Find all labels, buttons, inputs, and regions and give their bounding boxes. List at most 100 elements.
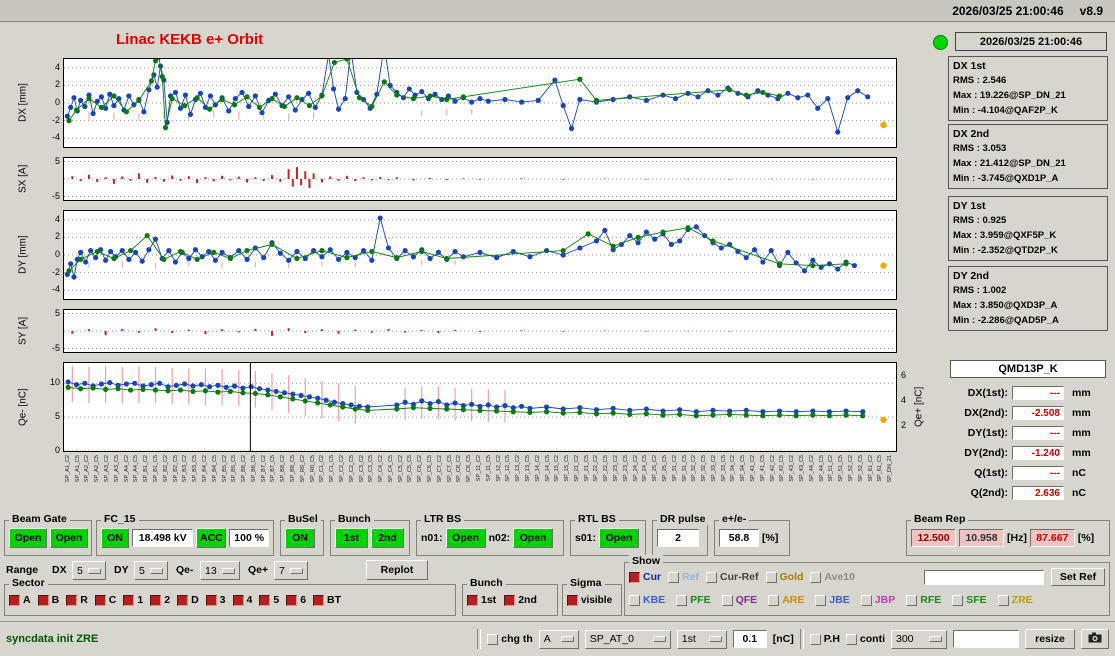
checkbox[interactable]	[286, 594, 298, 606]
checkbox[interactable]	[259, 594, 271, 606]
y-tick-label: 0	[54, 97, 60, 107]
bunch-2nd-button[interactable]: 2nd	[371, 528, 404, 548]
checkbox[interactable]	[906, 594, 918, 606]
checkbox[interactable]	[810, 571, 822, 583]
resize-button[interactable]: resize	[1025, 629, 1075, 649]
qe-plot	[63, 362, 897, 452]
conti-toggle[interactable]: conti	[845, 633, 885, 645]
checkbox[interactable]	[860, 594, 872, 606]
show-toggle-qfe[interactable]: QFE	[721, 594, 757, 606]
show-toggle-ave10[interactable]: Ave10	[810, 571, 855, 583]
label: B	[51, 594, 60, 606]
checkbox[interactable]	[232, 594, 244, 606]
show-toggle-cur-ref[interactable]: Cur-Ref	[706, 571, 759, 583]
checkbox[interactable]	[765, 571, 777, 583]
menu-indicator-icon	[652, 636, 666, 642]
checkbox[interactable]	[177, 594, 189, 606]
ref-file-input[interactable]	[924, 569, 1044, 585]
sector-toggle-b[interactable]: B	[37, 594, 60, 606]
checkbox[interactable]	[504, 594, 516, 606]
range-qe-minus-select[interactable]: 13	[200, 561, 240, 580]
show-toggle-are[interactable]: ARE	[768, 594, 804, 606]
sector-toggle-2[interactable]: 2	[150, 594, 170, 606]
range-qe-plus-select[interactable]: 7	[274, 561, 308, 580]
checkbox[interactable]	[997, 594, 1009, 606]
checkbox[interactable]	[668, 571, 680, 583]
range-dx-select[interactable]: 5	[72, 561, 106, 580]
checkbox[interactable]	[706, 571, 718, 583]
spare-field[interactable]	[953, 630, 1019, 648]
checkbox[interactable]	[66, 594, 78, 606]
monitor-select[interactable]: SP_AT_0	[584, 629, 671, 649]
bunch-toggle-2nd[interactable]: 2nd	[504, 594, 537, 606]
show-toggle-jbe[interactable]: JBE	[815, 594, 850, 606]
ph-checkbox[interactable]	[809, 633, 821, 645]
show-toggle-ref[interactable]: Ref	[668, 571, 699, 583]
show-toggle-jbp[interactable]: JBP	[860, 594, 895, 606]
ltr-n01-open-button[interactable]: Open	[445, 528, 486, 548]
dr-pulse-field[interactable]: 2	[657, 529, 699, 547]
sigma-visible-checkbox[interactable]	[567, 594, 578, 606]
checkbox[interactable]	[768, 594, 780, 606]
checkbox[interactable]	[815, 594, 827, 606]
monitor-name-label: SP_B7_C2	[260, 455, 267, 483]
sector-toggle-c[interactable]: C	[94, 594, 116, 606]
sector-toggle-5[interactable]: 5	[259, 594, 279, 606]
interval-select[interactable]: 300	[891, 629, 947, 649]
range-dy-select[interactable]: 5	[134, 561, 168, 580]
show-toggle-rfe[interactable]: RFE	[906, 594, 941, 606]
checkbox[interactable]	[313, 594, 325, 606]
bunch-mode-select[interactable]: A	[538, 629, 579, 649]
replot-button[interactable]: Replot	[366, 560, 428, 580]
fc15-on-button[interactable]: ON	[101, 528, 129, 548]
rtl-s01-open-button[interactable]: Open	[599, 528, 640, 548]
show-toggle-pfe[interactable]: PFE	[676, 594, 711, 606]
threshold-field[interactable]: 0.1	[732, 630, 767, 648]
sector-toggle-r[interactable]: R	[66, 594, 88, 606]
ltr-n02-open-button[interactable]: Open	[513, 528, 554, 548]
fc15-acc-button[interactable]: ACC	[196, 528, 227, 548]
set-ref-button[interactable]: Set Ref	[1051, 568, 1105, 586]
checkbox[interactable]	[721, 594, 733, 606]
checkbox[interactable]	[205, 594, 217, 606]
checkbox[interactable]	[629, 594, 640, 606]
checkbox[interactable]	[676, 594, 688, 606]
checkbox[interactable]	[37, 594, 49, 606]
monitor-name[interactable]: QMD13P_K	[950, 360, 1106, 378]
chg-th-checkbox[interactable]	[487, 633, 499, 645]
checkbox[interactable]	[94, 594, 106, 606]
rtl-bs-label: RTL BS	[575, 513, 619, 525]
checkbox[interactable]	[952, 594, 964, 606]
sector-toggle-d[interactable]: D	[177, 594, 199, 606]
monitor-name-label: SP_11_C2	[476, 455, 482, 482]
show-toggle-kbe[interactable]: KBE	[629, 594, 665, 606]
busel-on-button[interactable]: ON	[285, 528, 315, 548]
checkbox[interactable]	[9, 594, 20, 606]
bunch-1st-button[interactable]: 1st	[335, 528, 368, 548]
snapshot-button[interactable]	[1081, 629, 1109, 649]
sector-toggle-6[interactable]: 6	[286, 594, 306, 606]
sector-toggle-4[interactable]: 4	[232, 594, 252, 606]
chg-th-toggle[interactable]: chg th	[487, 633, 533, 645]
bunch-order-select[interactable]: 1st	[676, 629, 727, 649]
conti-checkbox[interactable]	[845, 633, 857, 645]
sector-toggle-bt[interactable]: BT	[313, 594, 341, 606]
ph-toggle[interactable]: P.H	[809, 633, 840, 645]
monitor-row-label: DX(2nd):	[964, 407, 1008, 419]
checkbox[interactable]	[123, 594, 135, 606]
beam-gate-open-button-2[interactable]: Open	[50, 528, 88, 548]
show-toggle-sfe[interactable]: SFE	[952, 594, 987, 606]
show-toggle-zre[interactable]: ZRE	[997, 594, 1033, 606]
show-toggle-gold[interactable]: Gold	[765, 571, 803, 583]
sector-toggle-3[interactable]: 3	[205, 594, 226, 606]
beam-gate-open-button-1[interactable]: Open	[9, 528, 47, 548]
show-toggle-cur[interactable]: Cur	[629, 571, 661, 583]
bunch-toggle-1st[interactable]: 1st	[467, 594, 496, 606]
checkbox[interactable]	[150, 594, 162, 606]
dr-pulse-group: DR pulse 2	[652, 513, 709, 556]
sector-toggle-a[interactable]: A	[9, 594, 31, 606]
sector-toggle-1[interactable]: 1	[123, 594, 143, 606]
checkbox[interactable]	[467, 594, 478, 606]
checkbox[interactable]	[629, 571, 640, 583]
monitor-name-label: SP_41_C5	[759, 455, 766, 482]
